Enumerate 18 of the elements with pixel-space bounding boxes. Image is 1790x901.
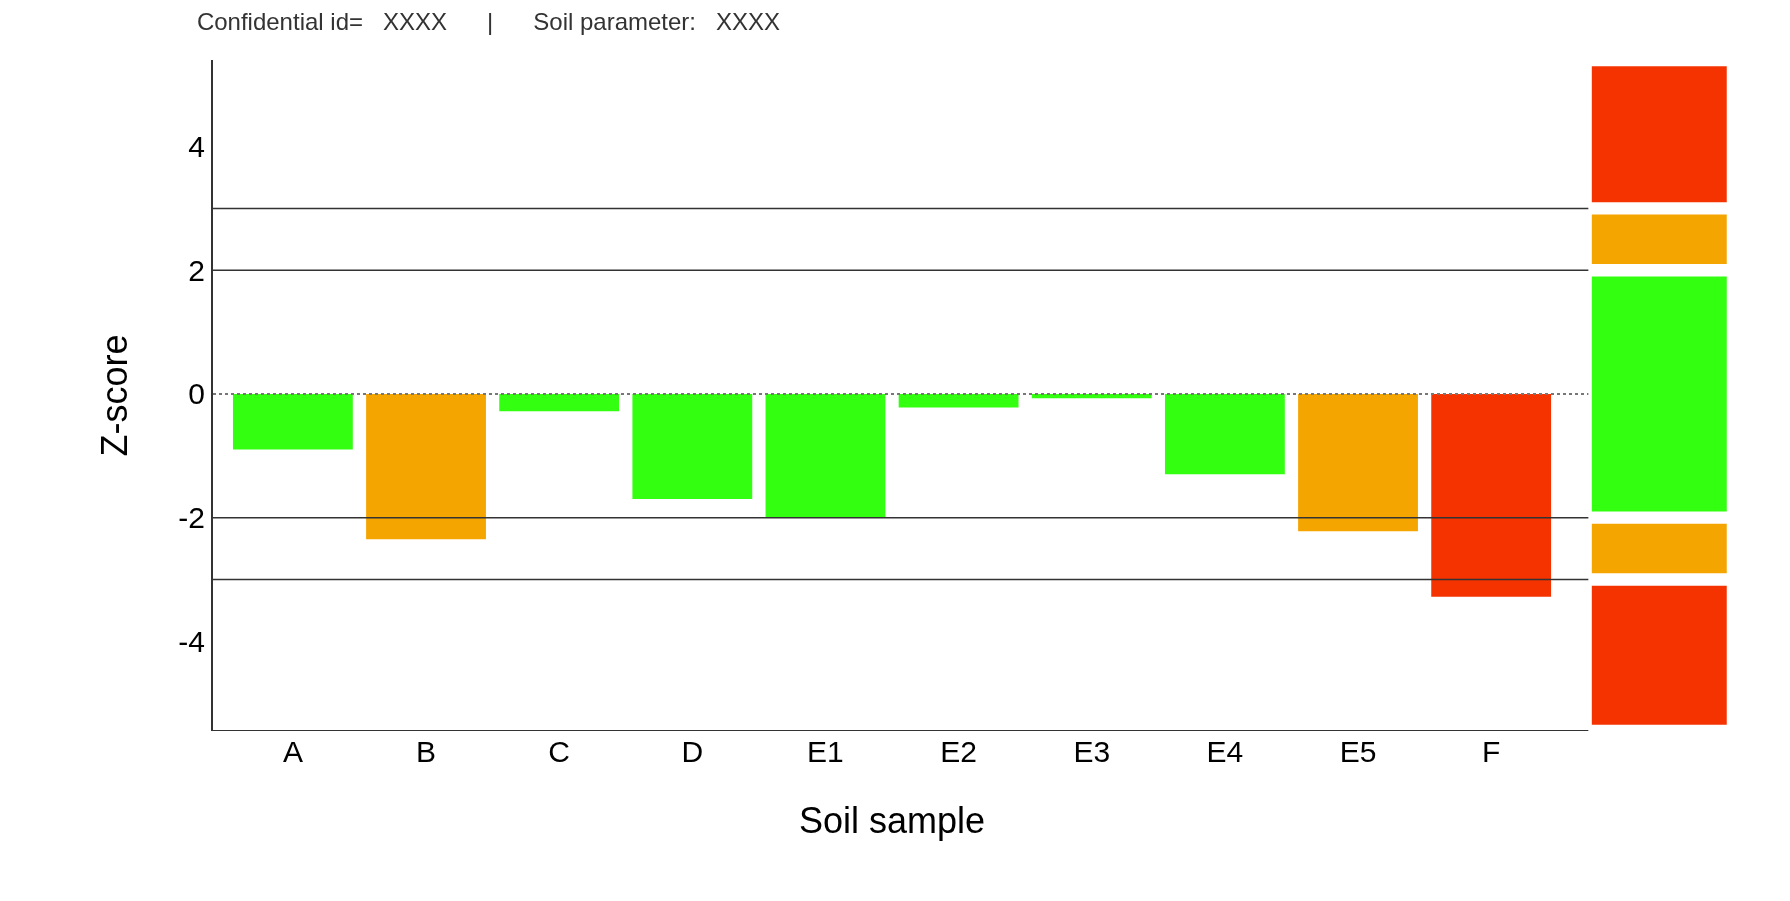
x-tick-label: C: [548, 735, 571, 768]
y-tick-label: -4: [178, 624, 205, 658]
x-tick-label: B: [416, 735, 437, 768]
y-tick-label: -2: [178, 501, 205, 535]
y-tick-label: 2: [188, 253, 205, 287]
x-tick-label: F: [1482, 735, 1501, 768]
x-tick-label: D: [681, 735, 704, 768]
chart-title: Confidential id= XXXX | Soil parameter: XXXX: [196, 8, 781, 36]
y-axis-title: Z-score: [93, 334, 135, 457]
y-tick-label: 0: [188, 377, 205, 411]
x-tick-label: E2: [940, 735, 977, 768]
x-tick-label: E4: [1206, 735, 1244, 768]
x-tick-label: E3: [1073, 735, 1111, 768]
x-tick-label: A: [282, 735, 303, 768]
x-tick-label: E5: [1339, 735, 1377, 768]
y-tick-label: 4: [188, 130, 205, 164]
x-tick-label: E1: [807, 735, 844, 768]
x-axis-title: Soil sample: [798, 799, 986, 841]
